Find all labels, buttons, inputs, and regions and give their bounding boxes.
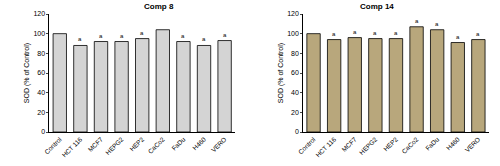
- svg-text:60: 60: [291, 69, 299, 76]
- svg-text:120: 120: [33, 10, 45, 17]
- svg-text:a: a: [332, 31, 336, 37]
- svg-text:a: a: [120, 33, 124, 39]
- svg-text:HCT 116: HCT 116: [60, 135, 83, 158]
- svg-text:100: 100: [287, 30, 299, 37]
- svg-text:a: a: [223, 32, 227, 38]
- svg-text:a: a: [476, 31, 480, 37]
- svg-text:VERO: VERO: [463, 136, 481, 154]
- svg-text:80: 80: [37, 50, 45, 57]
- svg-text:VERO: VERO: [210, 136, 228, 154]
- svg-text:HCT 116: HCT 116: [314, 135, 337, 158]
- svg-text:0: 0: [295, 128, 299, 135]
- svg-text:a: a: [373, 30, 377, 36]
- svg-text:Comp 8: Comp 8: [144, 2, 174, 11]
- svg-text:SOD (% of Control): SOD (% of Control): [23, 43, 31, 103]
- svg-text:a: a: [353, 29, 357, 35]
- svg-text:20: 20: [37, 109, 45, 116]
- svg-text:40: 40: [37, 89, 45, 96]
- svg-text:H460: H460: [191, 135, 207, 151]
- svg-text:80: 80: [291, 50, 299, 57]
- svg-text:20: 20: [291, 109, 299, 116]
- svg-text:120: 120: [287, 10, 299, 17]
- svg-text:60: 60: [37, 69, 45, 76]
- svg-text:HEP2: HEP2: [128, 135, 145, 152]
- svg-text:a: a: [140, 30, 144, 36]
- svg-text:HEPG2: HEPG2: [358, 135, 379, 156]
- svg-text:a: a: [435, 21, 439, 27]
- svg-text:a: a: [202, 36, 206, 42]
- svg-text:FaDu: FaDu: [170, 135, 186, 151]
- svg-text:Comp 14: Comp 14: [360, 2, 394, 11]
- svg-text:a: a: [78, 36, 82, 42]
- svg-text:MCF7: MCF7: [87, 135, 105, 153]
- svg-text:HEP2: HEP2: [382, 135, 399, 152]
- svg-text:40: 40: [291, 89, 299, 96]
- svg-text:CaCo2: CaCo2: [400, 135, 420, 155]
- svg-text:CaCo2: CaCo2: [147, 135, 167, 155]
- svg-text:100: 100: [33, 30, 45, 37]
- svg-text:SOD (% of Control): SOD (% of Control): [277, 43, 285, 103]
- svg-text:Control: Control: [43, 135, 63, 155]
- svg-text:Control: Control: [297, 135, 317, 155]
- svg-text:0: 0: [41, 128, 45, 135]
- svg-text:FaDu: FaDu: [424, 135, 440, 151]
- svg-text:MCF7: MCF7: [340, 135, 358, 153]
- svg-text:a: a: [99, 33, 103, 39]
- svg-text:H460: H460: [445, 135, 461, 151]
- svg-text:a: a: [181, 33, 185, 39]
- svg-text:a: a: [394, 30, 398, 36]
- svg-text:a: a: [415, 18, 419, 24]
- svg-text:HEPG2: HEPG2: [104, 135, 125, 156]
- svg-text:a: a: [456, 34, 460, 40]
